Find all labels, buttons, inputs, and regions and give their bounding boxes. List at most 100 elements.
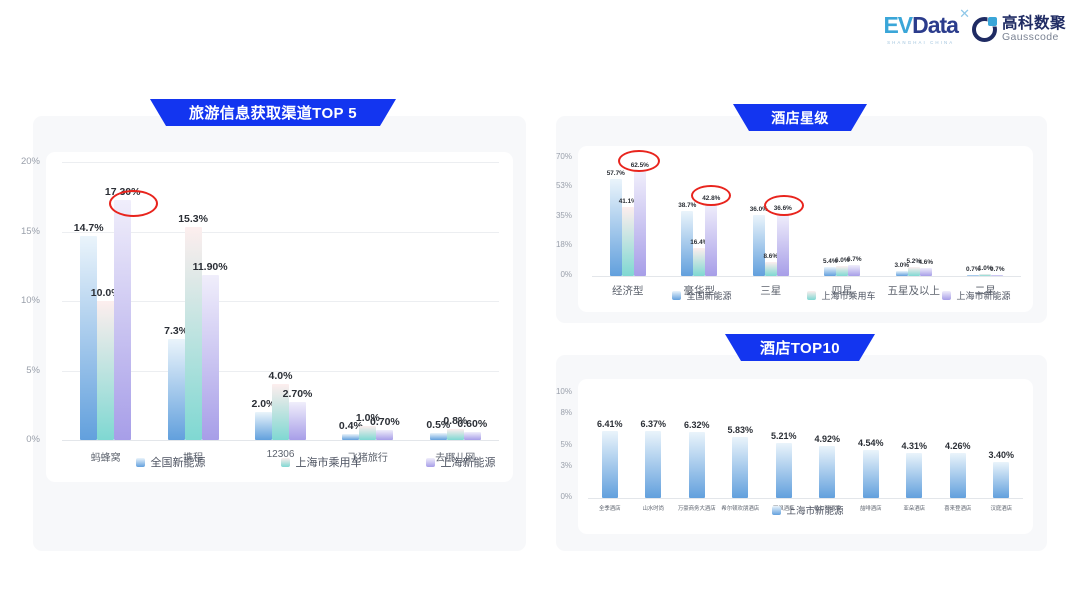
bar-value-label: 1.0% [355, 412, 380, 425]
x-axis-category-label: 二星 [974, 285, 996, 297]
y-axis-tick-label: 53% [555, 180, 572, 190]
bar-value-label: 57.7% [606, 169, 625, 177]
bar [609, 178, 622, 276]
evdata-logo: EVData ✕ SHANGHAI CHINA [883, 7, 970, 45]
bar [463, 431, 481, 440]
legend-label: 全国新能源 [150, 457, 206, 469]
evdata-wordmark: EVData ✕ [883, 7, 970, 38]
bar [836, 265, 849, 276]
bar-value-label: 42.8% [702, 194, 721, 202]
bar [819, 446, 836, 498]
gausscode-dot-icon [987, 16, 997, 26]
bar [752, 215, 765, 276]
bar [633, 170, 646, 276]
legend-swatch-icon [280, 457, 290, 467]
bar-value-label: 16.4% [690, 239, 709, 247]
x-axis-category-label: 山水时尚 [642, 506, 665, 512]
legend-swatch-icon [425, 457, 435, 467]
bar [732, 436, 749, 498]
bar-value-label: 6.32% [683, 419, 710, 430]
bar [429, 433, 447, 440]
x-axis-category-label: 携程 [183, 453, 204, 464]
bar [693, 248, 706, 276]
bar-value-label: 38.7% [678, 201, 697, 209]
bar [993, 462, 1010, 498]
bar-value-label: 6.41% [596, 418, 623, 429]
gridline [62, 231, 499, 233]
legend-item[interactable]: 上海市乘用车 [806, 289, 876, 302]
title-travel-channels: 旅游信息获取渠道TOP 5 [150, 99, 396, 126]
bar [601, 430, 618, 498]
x-axis-category-label: 全季酒店 [598, 506, 621, 512]
bar-value-label: 4.26% [944, 441, 971, 452]
legend-label: 全国新能源 [686, 291, 732, 301]
bar [446, 428, 464, 440]
bar-value-label: 5.21% [770, 431, 797, 442]
bar [201, 274, 219, 440]
bar-value-label: 3.0% [894, 261, 910, 269]
legend-item[interactable]: 全国新能源 [135, 454, 206, 470]
bar [848, 264, 861, 276]
bar [272, 384, 289, 440]
bar-value-label: 11.90% [192, 260, 228, 273]
bar [80, 235, 98, 440]
x-axis-category-label: 亚朵酒店 [903, 506, 926, 512]
bar-value-label: 14.7% [73, 221, 104, 234]
y-axis-tick-label: 0% [560, 492, 572, 501]
x-axis-category-label: 经济型 [612, 285, 644, 297]
bar-value-label: 5.2% [906, 258, 922, 266]
bar-value-label: 4.31% [901, 440, 928, 451]
x-axis-baseline [588, 498, 1023, 499]
bar-value-label: 2.0% [251, 398, 276, 411]
legend-item[interactable]: 全国新能源 [671, 289, 732, 302]
y-axis-tick-label: 70% [555, 152, 572, 161]
legend-item[interactable]: 上海市新能源 [941, 289, 1011, 302]
bar [967, 274, 980, 276]
bar [681, 210, 694, 276]
bar-value-label: 17.30% [104, 185, 141, 198]
bar [991, 274, 1004, 276]
bar [906, 452, 923, 498]
bar-value-label: 36.6% [773, 205, 792, 213]
y-axis-tick-label: 10% [555, 387, 572, 396]
bar [184, 227, 202, 440]
legend-item[interactable]: 上海新能源 [425, 454, 496, 470]
bar [907, 267, 920, 276]
legend-item[interactable]: 上海市新能源 [771, 503, 844, 517]
x-axis-category-label: 希尔顿欢朋酒店 [721, 506, 760, 512]
bar-value-label: 8.6% [763, 252, 779, 260]
y-axis-tick-label: 0% [26, 434, 40, 445]
x-axis-category-label: 12306 [266, 449, 295, 460]
bar [862, 450, 879, 498]
legend-swatch-icon [941, 291, 951, 300]
title-hotel-top10: 酒店TOP10 [725, 334, 875, 361]
legend-item[interactable]: 上海市乘用车 [280, 454, 362, 470]
bar [255, 412, 272, 440]
gausscode-wordmark: 高科数聚 Gausscode [1002, 15, 1066, 44]
y-axis-tick-label: 15% [20, 225, 40, 237]
chart-hotel-star: 0% 18% 35% 53% 70% 57.7% 41.1% 62.5% 经济型 38.7% 16.… [556, 146, 1033, 312]
x-axis-category-label: 飞猪旅行 [347, 453, 388, 464]
y-axis-tick-label: 0% [560, 270, 572, 279]
bar-value-label: 41.1% [618, 197, 637, 205]
evdata-ev-text: EV [883, 12, 913, 38]
bar [979, 274, 992, 276]
bar-value-label: 10.0% [90, 287, 121, 299]
bar [376, 430, 394, 440]
bar-value-label: 0.60% [457, 417, 488, 430]
bar [645, 431, 662, 498]
bar-value-label: 6.7% [846, 255, 862, 263]
chart-travel-channels: 0% 5% 10% 15% 20% 14.7% 10.0% 17.30% 蚂蜂窝 7.3% 15.3… [21, 152, 513, 482]
bar [97, 301, 115, 440]
evdata-x-icon: ✕ [959, 6, 970, 21]
gausscode-logo: 高科数聚 Gausscode [971, 15, 1066, 44]
bar [776, 214, 789, 276]
bar-value-label: 7.3% [164, 324, 189, 337]
bar-value-label: 6.0% [834, 256, 850, 264]
gridline [62, 370, 499, 372]
gridline [62, 301, 499, 302]
bar [114, 199, 132, 440]
bar [775, 443, 792, 498]
bar-value-label: 4.6% [918, 259, 934, 267]
bar-value-label: 0.7% [965, 265, 981, 273]
